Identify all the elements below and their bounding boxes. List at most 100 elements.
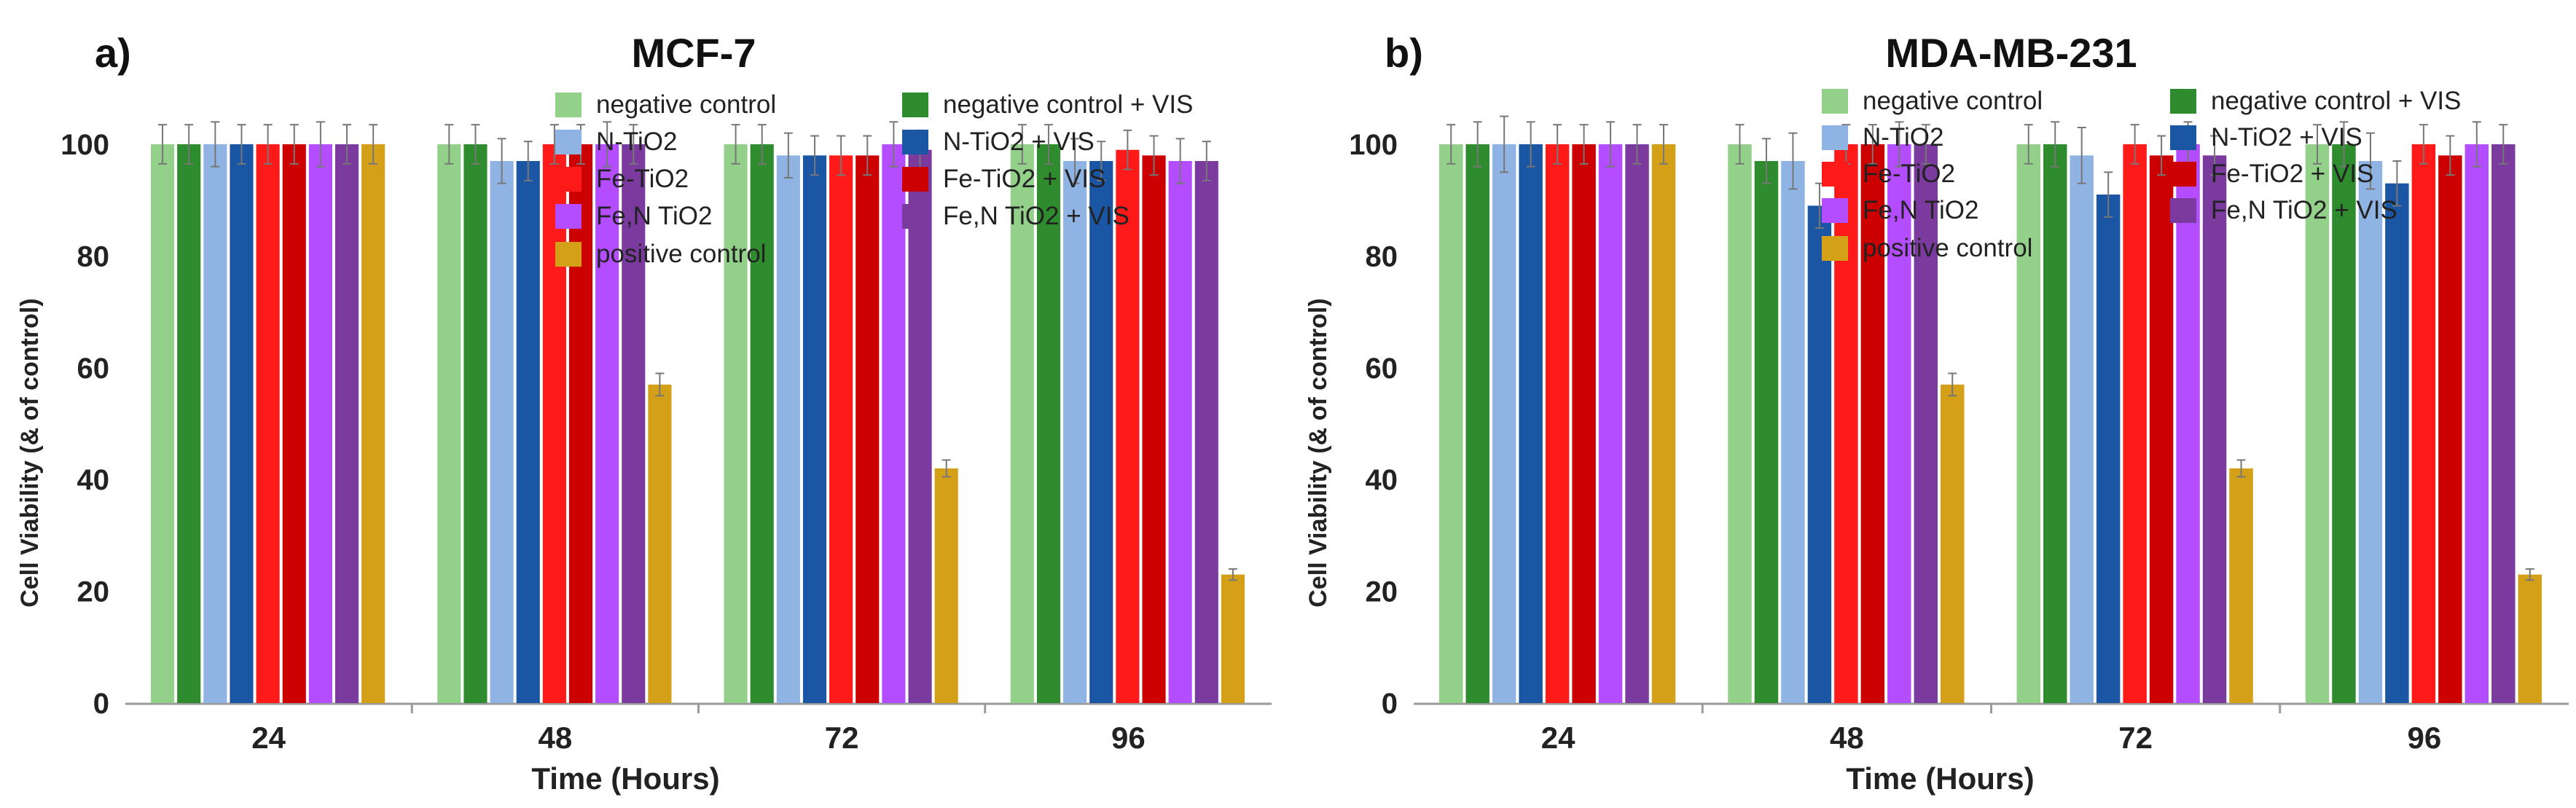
legend-swatch xyxy=(902,130,928,154)
bar xyxy=(1807,205,1832,703)
y-tick-label: 100 xyxy=(1349,129,1398,161)
bar xyxy=(1221,574,1245,703)
bar xyxy=(256,144,280,703)
bar xyxy=(1519,144,1543,703)
bar xyxy=(1572,144,1596,703)
bar xyxy=(1887,144,1911,703)
bar xyxy=(1598,144,1623,703)
y-tick-label: 0 xyxy=(1382,688,1398,720)
y-tick-label: 100 xyxy=(60,129,109,161)
bar xyxy=(2123,144,2147,703)
bar xyxy=(1465,144,1489,703)
x-tick-label: 72 xyxy=(825,721,859,755)
bar xyxy=(308,144,332,703)
y-tick-label: 80 xyxy=(1366,240,1398,272)
bar xyxy=(568,144,593,703)
legend-swatch xyxy=(555,93,582,117)
bar xyxy=(490,161,514,703)
bar xyxy=(1651,144,1676,703)
y-tick-label: 80 xyxy=(77,240,110,272)
x-tick-label: 48 xyxy=(1830,721,1864,755)
legend-label: Fe-TiO2 + VIS xyxy=(943,165,1105,193)
bar xyxy=(2176,144,2200,703)
x-tick-label: 96 xyxy=(2408,721,2442,755)
bar xyxy=(2016,144,2040,703)
bar xyxy=(776,155,800,704)
bar xyxy=(542,144,566,703)
bar xyxy=(1010,144,1034,703)
chart-panel-b: b) MDA-MB-231 Cell Viability (& of control… xyxy=(1304,30,2569,796)
bar xyxy=(1142,155,1166,704)
legend-swatch xyxy=(555,130,582,154)
bar xyxy=(1168,161,1192,703)
legend-label: Fe,N TiO2 xyxy=(596,202,712,230)
legend-label: negative control xyxy=(596,90,776,119)
bar xyxy=(1781,161,1805,703)
legend-label: negative control xyxy=(1863,87,2043,115)
bar xyxy=(151,144,175,703)
chart-title: MDA-MB-231 xyxy=(1885,30,2137,76)
x-tick-label: 48 xyxy=(539,721,573,755)
legend-label: positive control xyxy=(596,240,766,268)
legend-label: negative control + VIS xyxy=(943,90,1193,119)
legend-label: positive control xyxy=(1863,234,2032,262)
legend-swatch xyxy=(1822,236,1848,261)
bar xyxy=(2465,144,2489,703)
bar xyxy=(802,155,827,704)
legend-label: N-TiO2 + VIS xyxy=(2211,123,2362,152)
bar xyxy=(2518,574,2542,703)
y-tick-label: 40 xyxy=(77,464,110,496)
bar xyxy=(1728,144,1752,703)
bar xyxy=(203,144,227,703)
y-tick-label: 60 xyxy=(1366,353,1398,385)
bar xyxy=(2385,183,2409,703)
legend-swatch xyxy=(555,242,582,267)
legend-swatch xyxy=(2170,162,2196,187)
legend-swatch xyxy=(2170,89,2196,114)
bar xyxy=(2438,155,2462,704)
y-tick-label: 40 xyxy=(1366,464,1398,496)
y-tick-label: 20 xyxy=(1366,576,1398,608)
x-tick-label: 24 xyxy=(251,721,286,755)
bar xyxy=(1834,144,1858,703)
bar xyxy=(750,144,774,703)
legend-swatch xyxy=(1822,198,1848,223)
legend-label: N-TiO2 + VIS xyxy=(943,128,1095,156)
legend-swatch xyxy=(2170,198,2196,223)
y-axis-label: Cell Viability (& of control) xyxy=(16,298,44,607)
bar xyxy=(648,384,672,703)
legend-swatch xyxy=(1822,162,1848,187)
bar xyxy=(2229,468,2253,703)
bar xyxy=(1754,161,1779,703)
y-tick-label: 60 xyxy=(77,353,110,385)
bar xyxy=(724,144,748,703)
bar xyxy=(882,144,906,703)
bar xyxy=(622,144,646,703)
legend-label: Fe,N TiO2 xyxy=(1863,196,1978,224)
bar xyxy=(2411,144,2436,703)
legend-swatch xyxy=(1822,125,1848,150)
x-tick-label: 96 xyxy=(1111,721,1146,755)
legend-label: N-TiO2 xyxy=(596,128,677,156)
bar xyxy=(2096,195,2121,703)
legend-label: Fe,N TiO2 + VIS xyxy=(2211,196,2397,224)
bar xyxy=(2305,144,2330,703)
bar xyxy=(1914,144,1938,703)
legend-swatch xyxy=(1822,89,1848,114)
bar xyxy=(516,161,540,703)
bar xyxy=(1860,144,1885,703)
bar xyxy=(2070,155,2094,704)
bar xyxy=(1194,161,1218,703)
bar xyxy=(1036,144,1061,703)
bar xyxy=(1063,161,1087,703)
bar xyxy=(829,155,853,704)
legend-label: Fe-TiO2 xyxy=(1863,160,1955,188)
bar xyxy=(1439,144,1463,703)
panel-label: a) xyxy=(95,30,131,76)
legend-label: Fe-TiO2 xyxy=(596,165,689,193)
legend-swatch xyxy=(902,204,928,229)
panel-label: b) xyxy=(1385,30,1423,76)
bar xyxy=(595,144,619,703)
chart-title: MCF-7 xyxy=(631,30,756,76)
